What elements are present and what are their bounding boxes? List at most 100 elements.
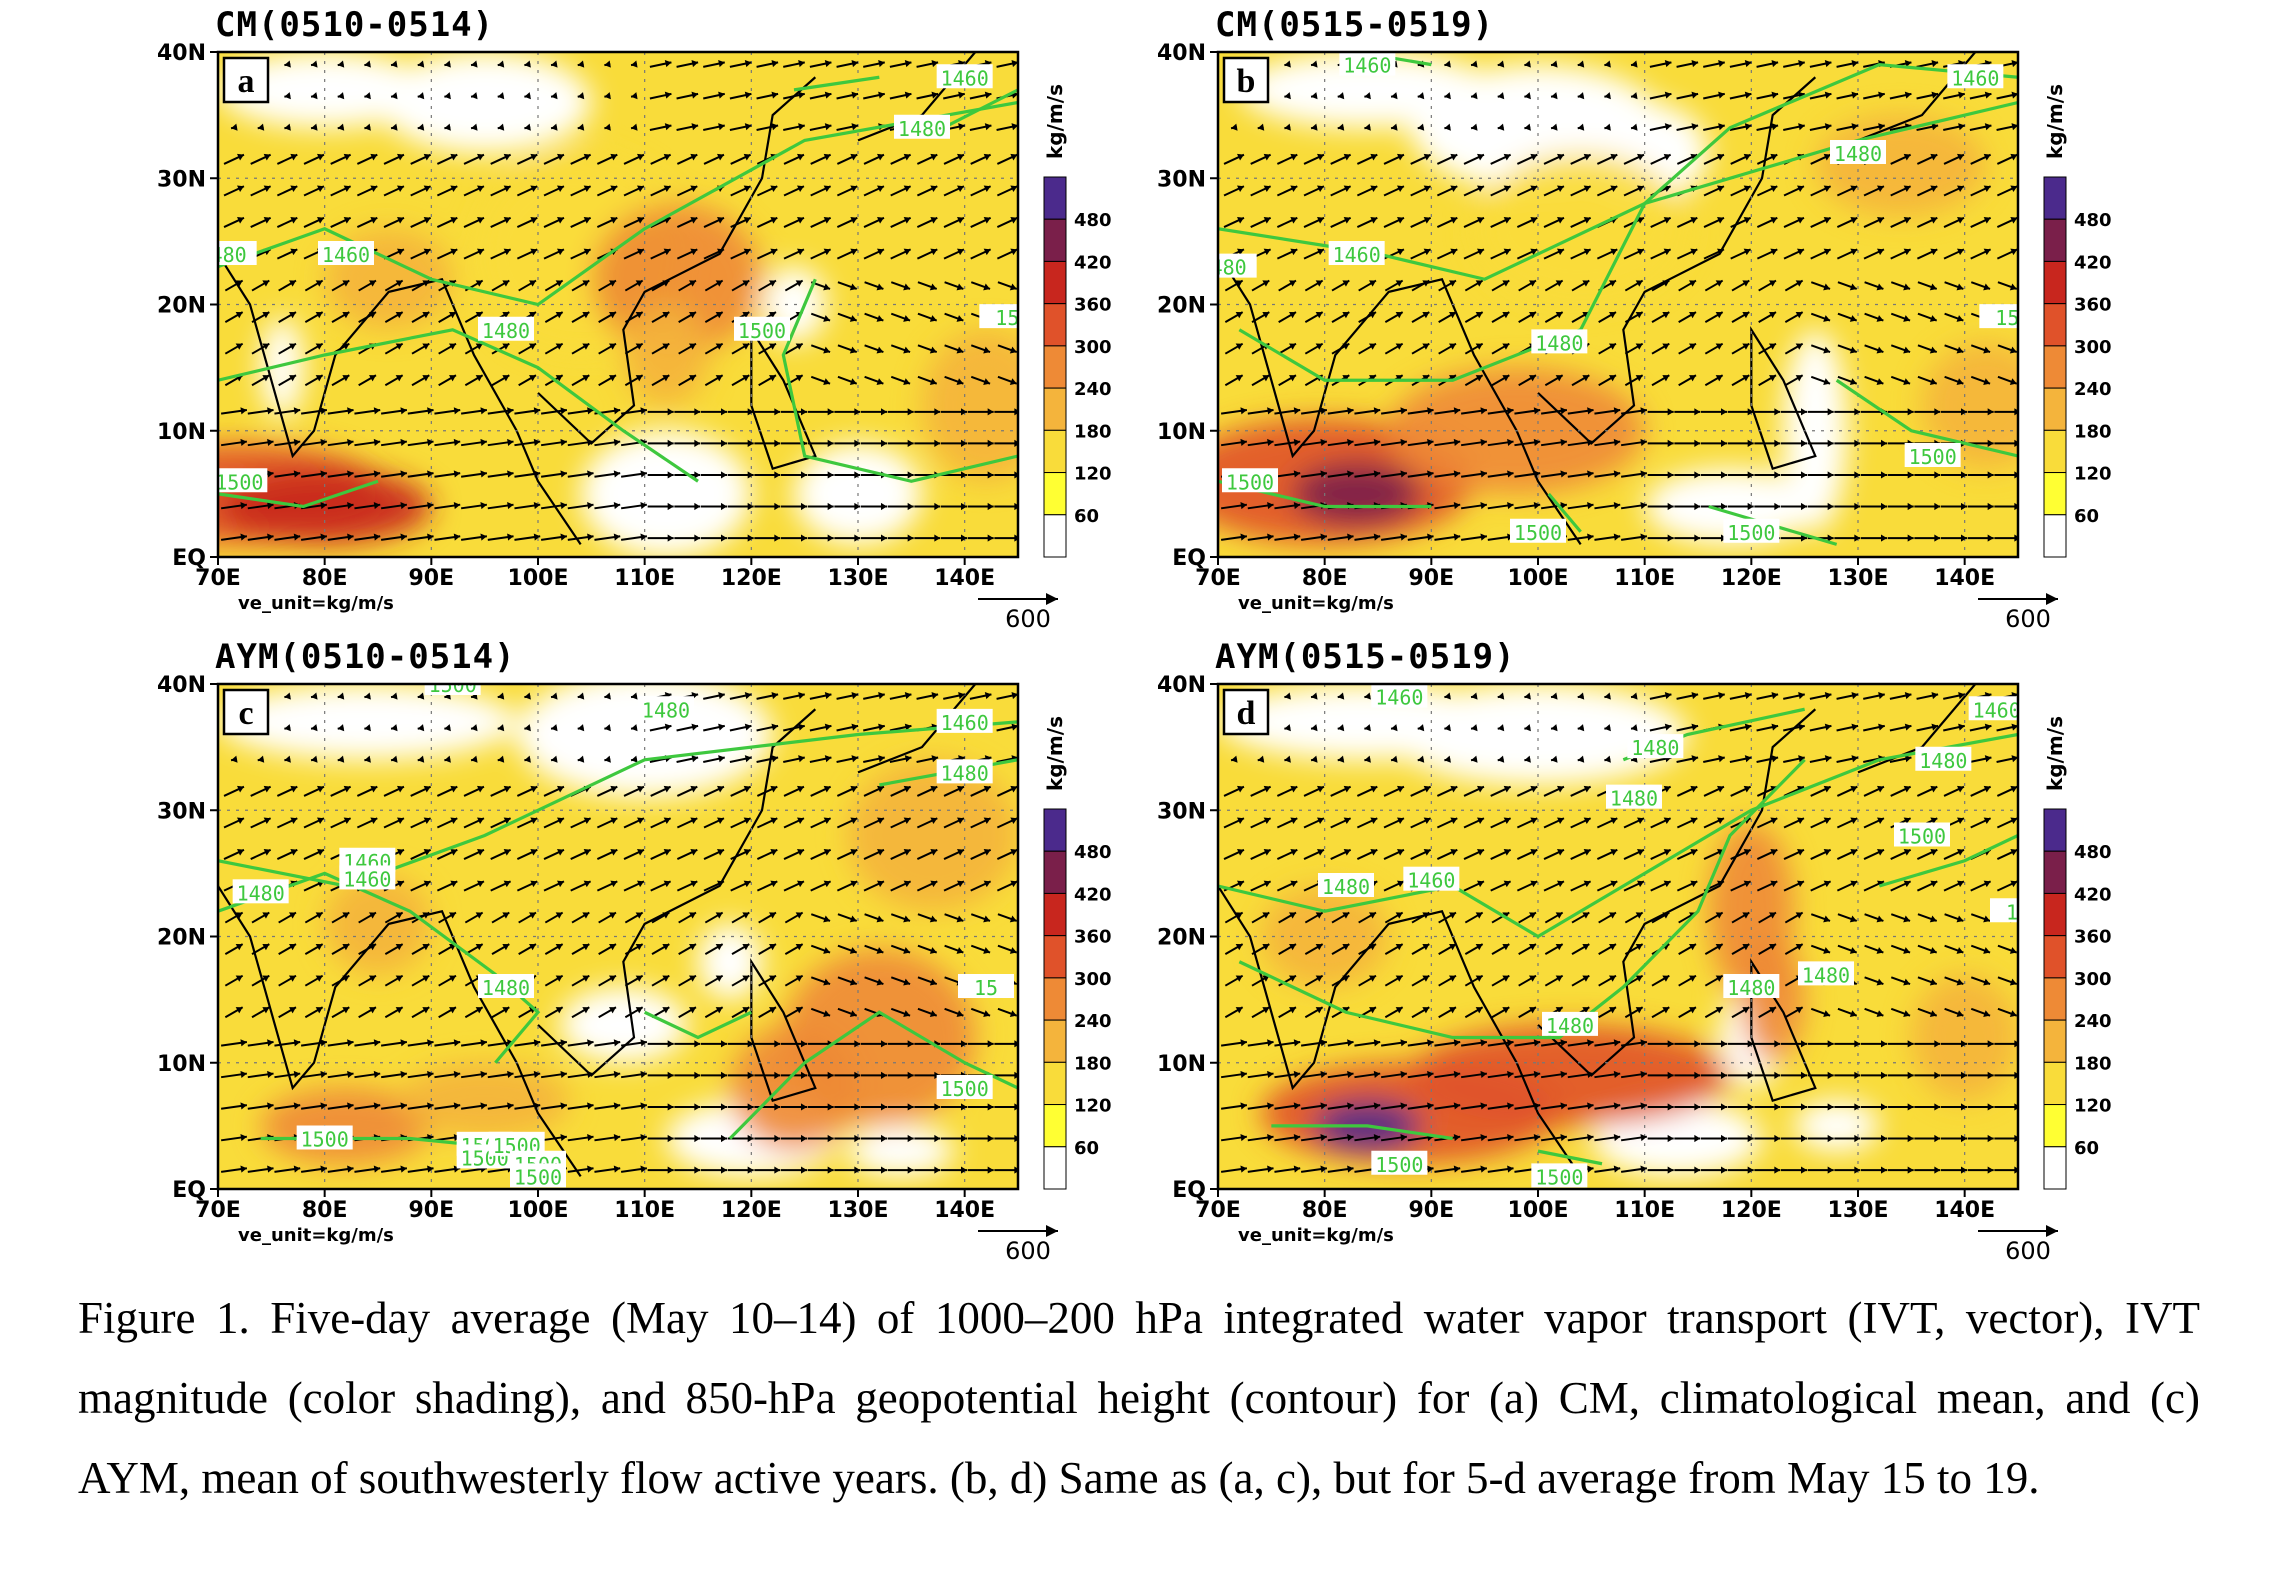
ivt-arrowhead	[1475, 280, 1483, 287]
colorbar-level-label: 60	[2074, 1138, 2099, 1159]
ivt-arrowhead	[1450, 217, 1458, 224]
ivt-arrowhead	[427, 470, 434, 478]
ivt-arrowhead	[1315, 1007, 1323, 1014]
ivt-arrowhead	[397, 880, 404, 888]
ivt-arrowhead	[1448, 343, 1456, 350]
ivt-arrowhead	[1315, 280, 1323, 287]
ivt-arrowhead	[742, 1007, 750, 1014]
ivt-arrowhead	[744, 123, 752, 131]
ivt-arrowhead	[1774, 471, 1781, 479]
ivt-arrowhead	[613, 533, 621, 541]
ivt-arrowhead	[1983, 1010, 1991, 1018]
ivt-arrowhead	[987, 1166, 994, 1174]
contour-label: 1480	[642, 698, 690, 722]
ivt-arrowhead	[397, 248, 404, 256]
ivt-arrowhead	[237, 817, 244, 825]
ivt-arrowhead	[1391, 92, 1398, 100]
ivt-arrowhead	[1984, 755, 1992, 763]
ivt-arrowhead	[743, 217, 751, 224]
ivt-arrowhead	[320, 407, 327, 415]
ivt-arrowhead	[477, 217, 484, 224]
ivt-arrowhead	[1721, 1134, 1727, 1143]
ivt-arrowhead	[1903, 785, 1911, 793]
ivt-arrowhead	[423, 785, 431, 793]
ivt-arrowhead	[343, 817, 351, 825]
ivt-arrowhead	[983, 785, 991, 793]
ivt-arrowhead	[801, 471, 807, 479]
ivt-arrowhead	[288, 343, 296, 350]
ivt-arrowhead	[530, 785, 538, 793]
ivt-arrowhead	[718, 723, 725, 731]
ivt-arrowhead	[1613, 1133, 1621, 1142]
ivt-arrowhead	[1694, 439, 1701, 447]
ivt-arrowhead	[1370, 185, 1378, 193]
ivt-arrowhead	[608, 343, 616, 350]
ivt-arrowhead	[854, 1071, 861, 1079]
ivt-arrowhead	[450, 185, 458, 193]
ivt-arrowhead	[1503, 849, 1511, 856]
ivt-arrowhead	[694, 1103, 701, 1111]
ivt-arrowhead	[262, 1007, 270, 1014]
ivt-arrowhead	[1453, 1165, 1461, 1173]
contour-label-bg	[478, 316, 534, 341]
ivt-arrowhead	[290, 153, 298, 161]
ivt-arrowhead	[1827, 471, 1834, 479]
ivt-arrowhead	[1293, 1165, 1301, 1173]
contour-label-bg	[1904, 443, 1961, 467]
ivt-arrowhead	[370, 217, 378, 224]
ivt-arrowhead	[1320, 1039, 1327, 1047]
ivt-arrowhead	[1240, 1133, 1247, 1142]
ivt-arrowhead	[824, 723, 832, 731]
ivt-arrowhead	[1823, 185, 1831, 193]
ivt-arrowhead	[1373, 1102, 1381, 1110]
lon-tick-label: 70E	[195, 1198, 241, 1223]
ivt-arrowhead	[288, 1007, 296, 1014]
ivt-arrowhead	[560, 1102, 567, 1110]
ivt-arrowhead	[337, 692, 345, 700]
ivt-arrowhead	[577, 60, 585, 68]
ivt-arrowhead	[1608, 975, 1616, 982]
ivt-arrowhead	[263, 817, 271, 825]
colorbar-segment	[2043, 850, 2067, 894]
ivt-arrowhead	[503, 153, 511, 161]
ivt-arrowhead	[1587, 1165, 1594, 1173]
ivt-arrowhead	[1533, 501, 1541, 510]
ivt-arrowhead	[694, 1166, 701, 1174]
ivt-arrowhead	[1850, 248, 1858, 256]
ivt-arrowhead	[961, 408, 967, 416]
ivt-arrowhead	[1613, 1039, 1621, 1047]
ivt-arrowhead	[373, 1070, 381, 1078]
ivt-arrowhead	[1448, 280, 1456, 287]
ivt-arrowhead	[635, 280, 643, 287]
ivt-arrowhead	[1934, 502, 1941, 511]
ivt-arrowhead	[715, 280, 723, 287]
ivt-arrowhead	[1475, 1007, 1483, 1014]
ivt-arrowhead	[608, 943, 616, 951]
ivt-arrowhead	[1502, 1007, 1510, 1014]
ivt-arrowhead	[397, 153, 404, 161]
ivt-arrowhead	[770, 248, 778, 256]
ivt-arrowhead	[1267, 438, 1274, 446]
ivt-arrowhead	[768, 311, 776, 319]
ivt-arrowhead	[717, 248, 724, 256]
ivt-arrowhead	[1368, 280, 1376, 287]
contour-label-bg	[339, 865, 396, 890]
ivt-arrowhead	[721, 502, 727, 511]
ivt-arrowhead	[768, 280, 776, 287]
ivt-arrowhead	[311, 724, 318, 732]
ivt-arrowhead	[823, 1010, 831, 1018]
ivt-arrowhead	[1397, 817, 1404, 825]
lat-tick-label: 20N	[157, 926, 206, 951]
contour-label-bg	[936, 759, 993, 784]
ivt-arrowhead	[849, 315, 857, 322]
ivt-arrowhead	[1475, 975, 1483, 982]
lat-tick-label: 10N	[1157, 420, 1206, 445]
ivt-arrowhead	[851, 692, 859, 700]
ivt-arrowhead	[1934, 534, 1941, 542]
ivt-arrowhead	[1957, 153, 1964, 161]
ivt-arrowhead	[1849, 947, 1857, 954]
ivt-arrowhead	[1827, 1040, 1834, 1048]
ivt-arrowhead	[774, 1071, 781, 1079]
colorbar-level-label: 360	[1074, 927, 1112, 948]
